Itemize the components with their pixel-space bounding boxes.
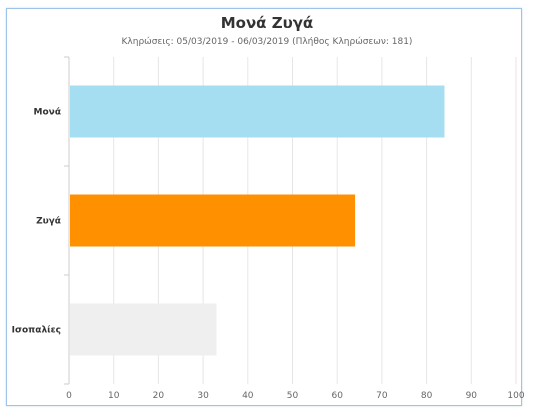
x-tick-label-20: 20 [153, 391, 165, 401]
x-tick-label-80: 80 [421, 391, 433, 401]
chart-subtitle: Κληρώσεις: 05/03/2019 - 06/03/2019 (Πλήθ… [121, 37, 413, 47]
x-tick-label-60: 60 [331, 391, 343, 401]
x-tick-label-100: 100 [507, 391, 524, 401]
x-tick-label-40: 40 [242, 391, 254, 401]
chart-title: Μονά Ζυγά [220, 14, 314, 32]
bar-1 [70, 85, 445, 138]
x-tick-label-0: 0 [66, 391, 72, 401]
x-tick-label-90: 90 [466, 391, 478, 401]
x-tick-label-10: 10 [108, 391, 120, 401]
bar-2 [70, 194, 356, 247]
x-tick-label-70: 70 [376, 391, 388, 401]
bar-3 [70, 303, 217, 356]
bars [70, 85, 445, 356]
category-labels: Μονά Ζυγά Ισοπαλίες [12, 108, 61, 336]
category-label-3: Ισοπαλίες [12, 325, 61, 336]
x-tick-label-30: 30 [197, 391, 209, 401]
category-label-2: Ζυγά [36, 217, 61, 227]
x-axis-ticks: 0 10 20 30 40 50 60 70 80 90 100 [66, 391, 525, 401]
x-tick-label-50: 50 [287, 391, 299, 401]
category-label-1: Μονά [34, 108, 61, 118]
